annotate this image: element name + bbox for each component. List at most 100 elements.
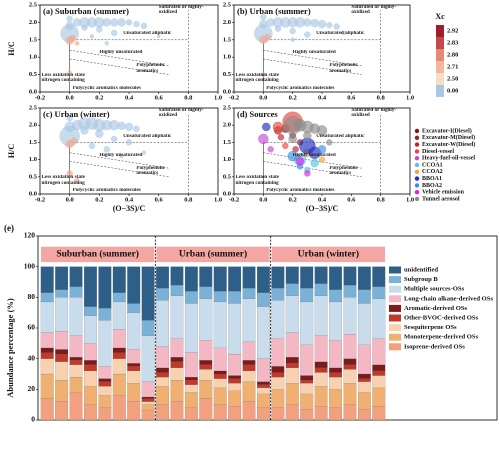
region-label-text: Saturated or highly-oxidized [351,5,397,16]
region-line [263,49,362,67]
bar-segment [329,266,342,290]
bar-segment [329,372,342,378]
bar-segment [55,297,69,332]
y-tick-label: 1.0 [223,156,231,163]
group-label: Urban (summer) [179,249,247,260]
bar-segment [300,288,314,303]
bar-segment [285,266,299,284]
legend-swatch [389,276,401,284]
legend-label: Tunnel aerosol [422,196,460,202]
legend-label: Subgroup B [404,276,438,283]
bar-segment [112,395,126,421]
legend-marker [414,176,420,181]
bar-segment [257,407,270,421]
bar-segment [300,383,314,395]
y-tick-label: 2.5 [223,1,232,8]
bar-segment [372,387,386,407]
bar-segment [257,306,270,359]
bar-segment [300,393,314,410]
bar-segment [170,361,184,368]
bar-segment [372,370,386,376]
x-tick-label: -0.2 [229,94,239,101]
bar-segment [329,367,342,373]
region-label: Highly unsaturated [99,50,142,55]
bar-segment [112,301,126,330]
y-tick-label: 0.5 [223,71,232,78]
bar-segment [357,373,371,379]
x-tick-label: 0.6 [155,94,164,101]
y-tick-label: 2.0 [223,122,231,129]
bar-segment [127,312,141,350]
colorbar-band [436,37,444,49]
region-label-text: Highly unsaturated [99,152,143,158]
x-tick-label: 0.8 [184,94,193,101]
region-label-text: Polycyclic aromatics molecules [266,86,335,92]
point [133,20,140,28]
point [133,125,140,132]
point [288,134,297,144]
bar-segment [156,372,169,378]
point [267,146,274,153]
bar-segment [55,401,69,421]
point [317,145,327,154]
bar-segment [343,404,357,421]
x-axis-title: (O−3S)/C [306,204,339,213]
bar-segment [329,407,342,421]
point [125,19,133,26]
bar-segment [127,349,141,364]
bar-segment [329,289,342,303]
bar-segment [314,295,328,336]
x-tick-label: 0.8 [184,196,193,203]
panel-title: (b) Urban (summer) [237,6,311,16]
x-tick-label: 0.2 [95,196,103,203]
bar-segment [141,398,155,402]
bar-segment [84,370,97,387]
y-tick-label: 0.5 [223,173,232,180]
x-tick-label: 1.0 [214,94,222,101]
bar-segment [170,284,184,296]
y-axis-title: Abundance percentage (%) [5,298,15,398]
legend-label: BBOA1 [422,176,442,182]
legend-label: Monoterpene-derived OSs [404,334,479,341]
y-tick-label: 1.5 [223,36,232,43]
bar-segment [40,332,54,349]
region-label: Polyphenolic aromatics [329,166,358,176]
bar-segment [271,389,285,408]
bar-segment [141,401,155,405]
bar-segment [98,381,112,387]
bar-segment [300,301,314,345]
bar-segment [55,266,69,290]
region-label: Saturated or highly-oxidized [351,5,397,16]
bar-segment [127,401,141,421]
region-label-text: Saturated or highly-oxidized [158,5,204,16]
y-tick-label: 1.5 [29,139,38,146]
point [110,18,119,27]
bar-segment [271,366,285,373]
point [341,30,347,35]
x-tick-label: 0.2 [95,94,103,101]
point [264,33,271,41]
bar-segment [84,364,97,372]
panel-title: (a) Suburban (summer) [43,6,129,16]
point [95,129,104,138]
region-label-text: Polyphenolic aromatics [329,63,358,74]
point [272,121,284,133]
bar-segment [98,320,112,367]
bar-segment [184,352,198,378]
y-tick-label: 0.0 [29,88,37,95]
bar-segment [357,303,371,345]
y-tick-label: 1.0 [29,156,37,163]
legend-label: Long-chain alkane-derived OSs [404,295,493,302]
legend-marker [414,142,420,147]
bar-segment [40,347,54,353]
bar-segment [170,380,184,402]
colorbar-title: Xc [435,12,445,21]
bar-segment [228,291,242,304]
point [65,21,74,31]
region-line [69,58,170,75]
bar-segment [314,372,328,387]
point [88,142,96,149]
bar-segment [285,404,299,421]
point [74,178,80,183]
region-line [69,49,170,67]
